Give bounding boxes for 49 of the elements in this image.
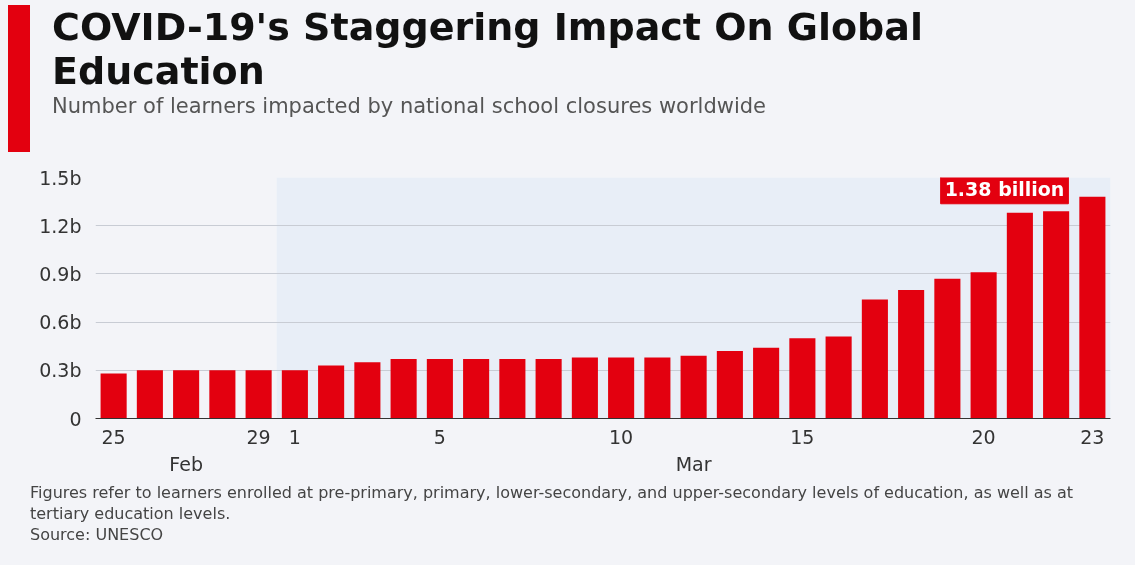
bar	[535, 359, 562, 419]
bar	[245, 370, 272, 419]
bar	[281, 370, 308, 419]
chart-subtitle: Number of learners impacted by national school closures worldwide	[52, 94, 766, 118]
bar	[861, 299, 888, 419]
text: Feb	[169, 452, 203, 475]
bar	[571, 357, 598, 419]
x-tick-label: 5	[433, 425, 446, 448]
bar	[499, 359, 526, 419]
bar	[825, 336, 852, 419]
bar	[898, 289, 925, 419]
y-tick-label: 1.5b	[39, 166, 82, 189]
bar	[680, 355, 707, 419]
bar	[934, 278, 961, 419]
x-tick-label: 29	[246, 425, 271, 448]
bar	[136, 370, 163, 419]
bar	[209, 370, 236, 419]
bar	[463, 359, 490, 419]
bar	[789, 338, 816, 419]
x-tick-label: 15	[790, 425, 815, 448]
bar	[608, 357, 635, 419]
bar	[753, 347, 780, 419]
chart-title: COVID-19's Staggering Impact On Global Education	[52, 5, 924, 93]
bar	[100, 373, 127, 419]
bar	[970, 272, 997, 419]
annotation: 1.38 billion	[944, 177, 1065, 200]
x-tick-label: 23	[1080, 425, 1105, 448]
text: Mar	[675, 452, 712, 475]
y-tick-label: 0	[69, 407, 82, 430]
bar	[318, 365, 345, 419]
bar	[390, 359, 417, 419]
bar	[426, 359, 453, 419]
y-tick-label: 0.9b	[39, 262, 82, 285]
bar	[716, 351, 743, 419]
bar	[354, 362, 381, 419]
source-note: Source: UNESCO	[30, 525, 164, 544]
x-tick-label: 25	[101, 425, 126, 448]
text: Figures refer to learners enrolled at pre-primary, primary, lower-secondary, and upper-secondary levels of education, as well as at tertiary education levels.	[30, 483, 1074, 523]
x-tick-label: 10	[609, 425, 634, 448]
bar	[644, 357, 671, 419]
y-tick-label: 0.6b	[39, 311, 82, 334]
bar	[1079, 196, 1106, 419]
bar	[173, 370, 200, 419]
y-tick-label: 0.3b	[39, 359, 82, 382]
x-tick-label: 1	[288, 425, 301, 448]
bar	[1043, 211, 1070, 419]
x-tick-label: 20	[971, 425, 996, 448]
y-tick-label: 1.2b	[39, 214, 82, 237]
bar	[1006, 212, 1033, 419]
